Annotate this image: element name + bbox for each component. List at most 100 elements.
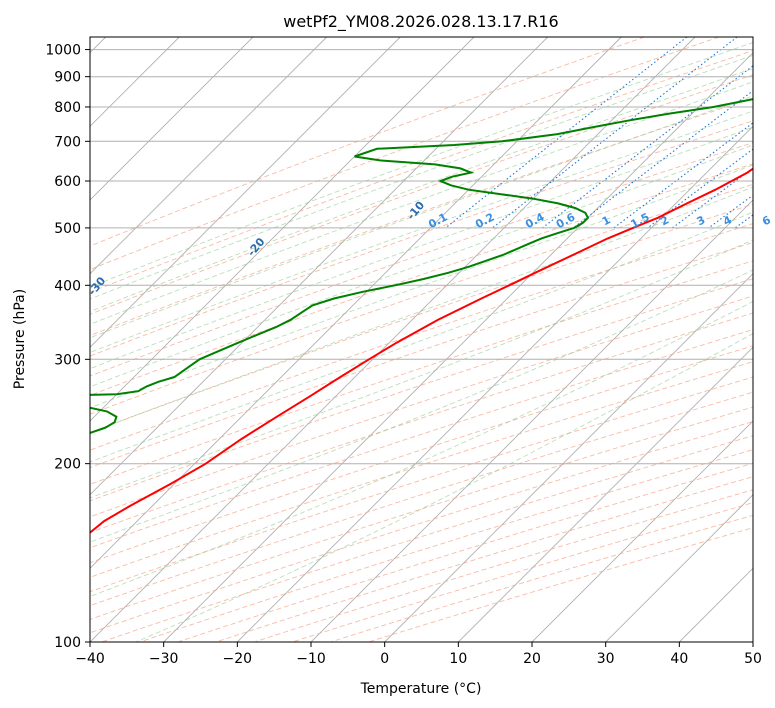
mixing-ratio-line xyxy=(734,214,753,229)
isotherm-line xyxy=(90,37,549,496)
isotherm-line xyxy=(163,52,753,642)
dry-adiabat-line xyxy=(90,241,753,468)
dry-adiabat-line xyxy=(368,527,753,642)
dry-adiabat-line xyxy=(177,462,753,642)
dry-adiabat-line xyxy=(330,514,753,642)
moist-adiabat-line xyxy=(90,67,753,312)
moist-adiabat-line xyxy=(90,110,753,353)
dewpoint-profile xyxy=(90,98,753,435)
moist-adiabat-line xyxy=(90,95,753,339)
moist-adiabat-line xyxy=(90,239,753,499)
dry-adiabat-line xyxy=(215,476,753,642)
moist-adiabat-line xyxy=(90,211,753,463)
moist-adiabat-line xyxy=(90,164,753,409)
x-axis-label: Temperature (°C) xyxy=(360,681,482,697)
dry-adiabat-line xyxy=(292,502,753,642)
x-tick-label: 30 xyxy=(597,651,615,667)
moist-adiabat-line xyxy=(90,126,753,370)
dry-adiabat-line xyxy=(90,278,753,502)
pressure-gridlines xyxy=(90,49,753,642)
y-tick-label: 100 xyxy=(54,635,81,651)
dry-adiabat-line xyxy=(90,361,753,578)
dry-adiabat-line xyxy=(90,203,753,433)
x-tick-label: 0 xyxy=(380,651,389,667)
mixing-ratio-label: 1 xyxy=(600,213,613,228)
dry-adiabat-line xyxy=(90,183,753,415)
y-tick-label: 400 xyxy=(54,278,81,294)
dry-adiabat-line xyxy=(90,391,753,607)
dry-adiabat-line xyxy=(101,435,753,642)
dry-adiabat-line xyxy=(90,295,753,518)
y-tick-label: 600 xyxy=(54,174,81,190)
y-tick-label: 500 xyxy=(54,221,81,237)
dry-adiabat-line xyxy=(90,37,720,271)
dry-adiabat-line xyxy=(90,260,753,485)
isotherm-line xyxy=(457,346,753,642)
x-tick-label: 40 xyxy=(670,651,688,667)
isotherm-line xyxy=(236,125,753,642)
dry-adiabat-line xyxy=(90,120,753,357)
mixing-ratio-line xyxy=(572,90,753,229)
x-tick-label: −40 xyxy=(75,651,105,667)
mixing-ratio-label: 6 xyxy=(760,213,773,228)
isotherm-line xyxy=(90,37,254,201)
moist-adiabat-line xyxy=(90,186,753,433)
dry-adiabat-line xyxy=(90,329,753,549)
isotherm-line xyxy=(310,199,753,642)
isotherm-line xyxy=(752,641,753,642)
dry-adiabat-line xyxy=(90,163,753,396)
dry-adiabat-label: -30 xyxy=(86,274,109,298)
sounding-traces xyxy=(90,98,753,534)
mixing-ratio-label: 3 xyxy=(695,213,708,228)
plot-frame xyxy=(89,36,754,643)
dry-adiabat-line xyxy=(90,376,753,593)
mixing-ratio-label: 2 xyxy=(658,213,671,228)
moist-adiabat-line xyxy=(90,41,753,288)
background-lines xyxy=(90,37,753,642)
y-tick-label: 700 xyxy=(54,134,81,150)
x-tick-label: 50 xyxy=(744,651,762,667)
x-tick-label: −20 xyxy=(223,651,253,667)
isotherm-line xyxy=(90,37,475,422)
x-tick-label: −30 xyxy=(149,651,179,667)
isotherm-line xyxy=(678,567,753,642)
moist-adiabat-line xyxy=(90,300,753,597)
dry-adiabat-line xyxy=(90,223,753,451)
isotherm-line xyxy=(90,37,696,642)
moist-adiabat-line xyxy=(90,81,753,325)
isotherm-line xyxy=(90,37,328,275)
dry-adiabat-line xyxy=(90,97,753,337)
x-tick-label: 10 xyxy=(449,651,467,667)
x-tick-label: −10 xyxy=(296,651,326,667)
temperature-profile xyxy=(90,167,753,534)
dry-adiabat-line xyxy=(90,74,753,315)
y-axis-label: Pressure (hPa) xyxy=(12,289,28,389)
mixing-ratio-line xyxy=(542,65,753,229)
mixing-ratio-line xyxy=(672,167,753,229)
chart-title: wetPf2_YM08.2026.028.13.17.R16 xyxy=(283,12,558,32)
moist-adiabat-line xyxy=(90,144,753,388)
x-tick-label: 20 xyxy=(523,651,541,667)
isotherm-line xyxy=(531,420,753,642)
dry-adiabat-line xyxy=(90,312,753,533)
y-axis-ticks: 1000 900 800 700 600 500 400 300 200 100 xyxy=(45,43,90,651)
y-tick-label: 900 xyxy=(54,70,81,86)
dry-adiabat-line xyxy=(90,345,753,564)
y-tick-label: 800 xyxy=(54,100,81,116)
y-tick-label: 1000 xyxy=(45,43,81,59)
y-tick-label: 300 xyxy=(54,352,81,368)
dry-adiabat-label: -20 xyxy=(245,235,268,259)
mixing-ratio-line xyxy=(492,37,738,229)
isotherm-line xyxy=(90,37,401,348)
isotherm-line xyxy=(605,494,753,642)
moist-adiabat-line xyxy=(90,54,753,300)
isotherm-line xyxy=(90,37,622,569)
dry-adiabat-line xyxy=(90,50,753,293)
dry-adiabat-line xyxy=(90,142,753,377)
y-tick-label: 200 xyxy=(54,457,81,473)
moist-adiabat-line xyxy=(135,333,753,642)
moist-adiabat-line xyxy=(90,269,753,543)
x-axis-ticks: −40 −30 −20 −10 0 10 20 30 40 50 xyxy=(75,642,762,667)
isotherm-line xyxy=(384,273,753,642)
